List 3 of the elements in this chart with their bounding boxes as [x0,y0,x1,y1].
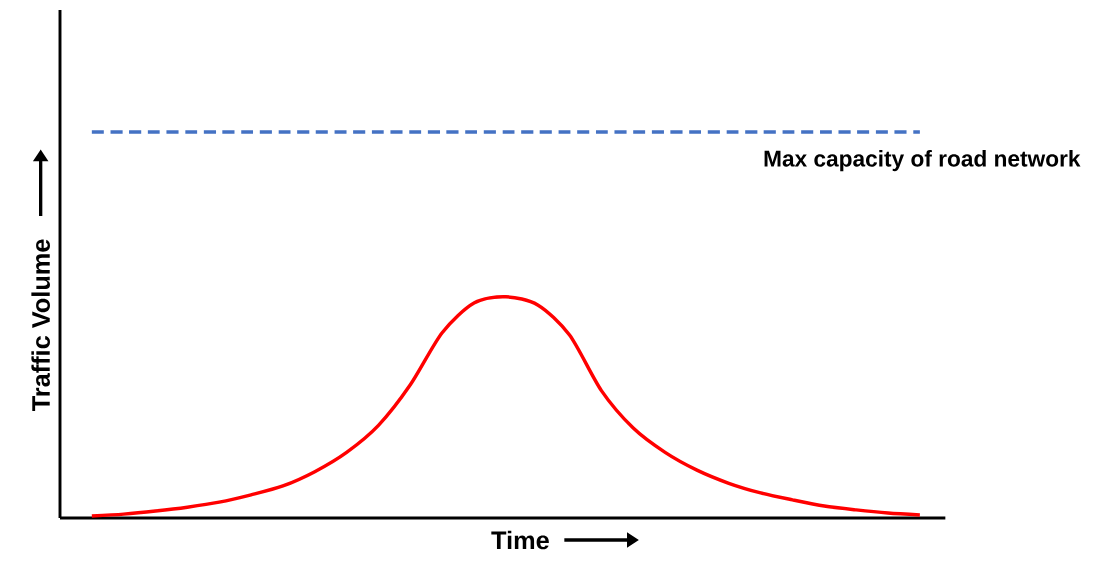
y-axis-title: Traffic Volume [31,239,50,412]
series-label: Max capacity of road network [764,150,1081,172]
x-axis-title: Time [491,530,549,550]
